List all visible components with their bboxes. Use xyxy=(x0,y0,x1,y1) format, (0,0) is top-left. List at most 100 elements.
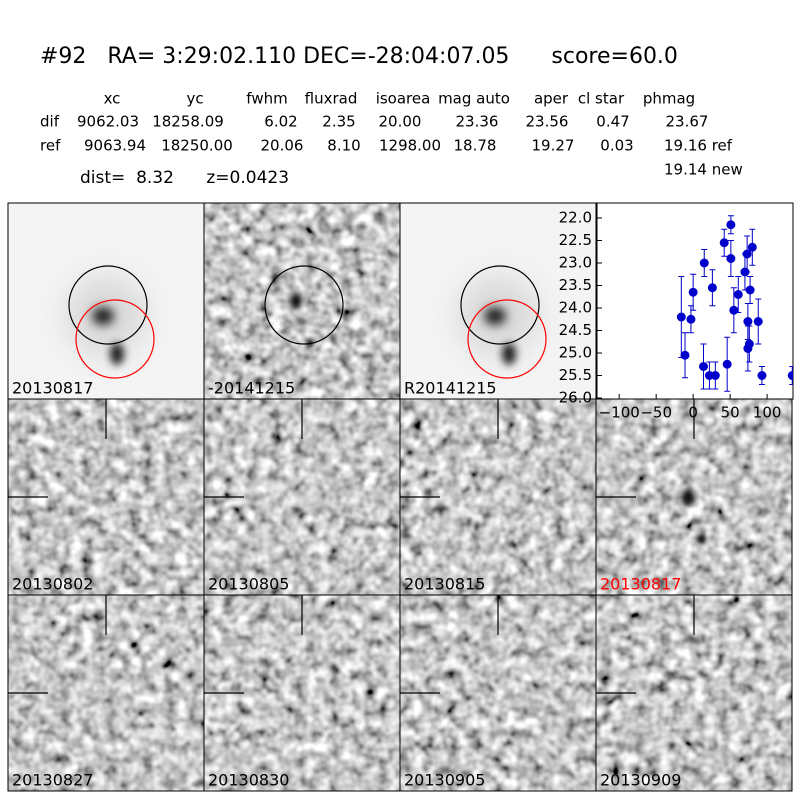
point xyxy=(726,254,736,263)
image-panel xyxy=(596,399,792,595)
y-tick-label: 23.0 xyxy=(559,254,592,272)
table-cell: 20.06 xyxy=(261,137,304,155)
row-label: ref xyxy=(40,137,61,155)
point xyxy=(787,371,793,380)
x-tick-label: 0 xyxy=(688,404,698,422)
column-header: yc xyxy=(186,90,203,108)
y-tick-label: 22.0 xyxy=(559,209,592,227)
column-header: isoarea xyxy=(376,90,431,108)
image-panel xyxy=(204,595,400,791)
panel-label: 20130830 xyxy=(208,771,289,790)
panel-label: 20130817 xyxy=(600,575,681,594)
panel-label: 20130815 xyxy=(404,575,485,594)
aperture-black xyxy=(460,265,540,345)
image-panel xyxy=(204,203,400,399)
column-header: fwhm xyxy=(246,90,287,108)
aperture-black xyxy=(68,265,148,345)
point xyxy=(722,359,732,369)
panel-label: 20130817 xyxy=(12,379,93,398)
point xyxy=(743,317,753,326)
image-panel xyxy=(8,203,204,399)
image-panel xyxy=(8,595,204,791)
table-cell: 18258.09 xyxy=(152,113,224,131)
image-panel xyxy=(400,399,596,595)
image-panel xyxy=(400,595,596,791)
panel-label: 20130909 xyxy=(600,771,681,790)
table-cell: 0.47 xyxy=(596,113,629,131)
point xyxy=(680,350,690,360)
table-cell: 1298.00 xyxy=(379,137,441,155)
column-header: fluxrad xyxy=(305,90,358,108)
table-cell: 23.36 xyxy=(456,113,499,131)
point xyxy=(729,305,739,315)
point xyxy=(753,317,763,326)
source-blob xyxy=(682,489,694,505)
point xyxy=(733,290,743,299)
point xyxy=(726,220,736,230)
panel-label: 20130805 xyxy=(208,575,289,594)
galaxy-core xyxy=(502,343,516,365)
point xyxy=(686,314,696,324)
point xyxy=(676,312,686,322)
y-tick-label: 24.0 xyxy=(559,299,592,317)
x-tick-label: 100 xyxy=(753,404,782,422)
title: #92 RA= 3:29:02.110 DEC=-28:04:07.05 sco… xyxy=(40,44,678,69)
panel-label: 20130802 xyxy=(12,575,93,594)
galaxy-core xyxy=(484,307,506,325)
table-cell: 18250.00 xyxy=(161,137,233,155)
point xyxy=(744,339,754,349)
table-cell: 9063.94 xyxy=(84,137,146,155)
y-tick-label: 23.5 xyxy=(559,276,592,294)
panel-label: 20130905 xyxy=(404,771,485,790)
table-cell: 19.27 xyxy=(532,137,575,155)
table-cell: 0.03 xyxy=(600,137,633,155)
point xyxy=(699,362,709,371)
y-tick-label: 25.0 xyxy=(559,344,592,362)
point xyxy=(710,371,720,380)
panel-border xyxy=(595,594,793,792)
table-cell: 23.56 xyxy=(526,113,569,131)
table-cell: 6.02 xyxy=(264,113,297,131)
panel-label: 20130827 xyxy=(12,771,93,790)
dist-line: dist= 8.32 z=0.0423 xyxy=(80,168,289,188)
point xyxy=(699,258,709,268)
column-header: aper xyxy=(534,90,569,108)
table-cell: 23.67 xyxy=(666,113,709,131)
y-tick-label: 22.5 xyxy=(559,231,592,249)
column-header: xc xyxy=(104,90,121,108)
point xyxy=(745,285,755,295)
table-cell: 18.78 xyxy=(454,137,497,155)
table-cell: 20.00 xyxy=(379,113,422,131)
source-blob xyxy=(290,293,302,309)
x-tick-label: −100 xyxy=(599,404,640,422)
column-header: mag auto xyxy=(438,90,510,108)
table-cell: 8.10 xyxy=(327,137,360,155)
source-blob xyxy=(698,535,706,543)
table-cell: 19.16 ref xyxy=(664,137,733,155)
panel-label: R20141215 xyxy=(404,379,497,398)
point xyxy=(719,238,729,248)
point xyxy=(757,371,767,380)
image-panel xyxy=(400,203,596,399)
y-tick-label: 25.5 xyxy=(559,366,592,384)
galaxy-core xyxy=(92,307,114,325)
image-panel xyxy=(8,399,204,595)
x-tick-label: 50 xyxy=(721,404,740,422)
point xyxy=(688,287,698,297)
galaxy-core xyxy=(110,343,124,365)
x-tick-label: −50 xyxy=(640,404,672,422)
table-cell: 9062.03 xyxy=(77,113,139,131)
y-tick-label: 24.5 xyxy=(559,321,592,339)
plot-area xyxy=(596,202,794,400)
column-header: cl star xyxy=(578,90,625,108)
aperture-red xyxy=(467,299,547,379)
row-label: dif xyxy=(40,113,60,131)
aperture-black xyxy=(264,265,344,345)
image-panel xyxy=(596,595,792,791)
image-panel xyxy=(204,399,400,595)
extra-note: 19.14 new xyxy=(664,161,743,179)
point xyxy=(742,249,752,259)
table-cell: 2.35 xyxy=(322,113,355,131)
point xyxy=(707,283,717,293)
